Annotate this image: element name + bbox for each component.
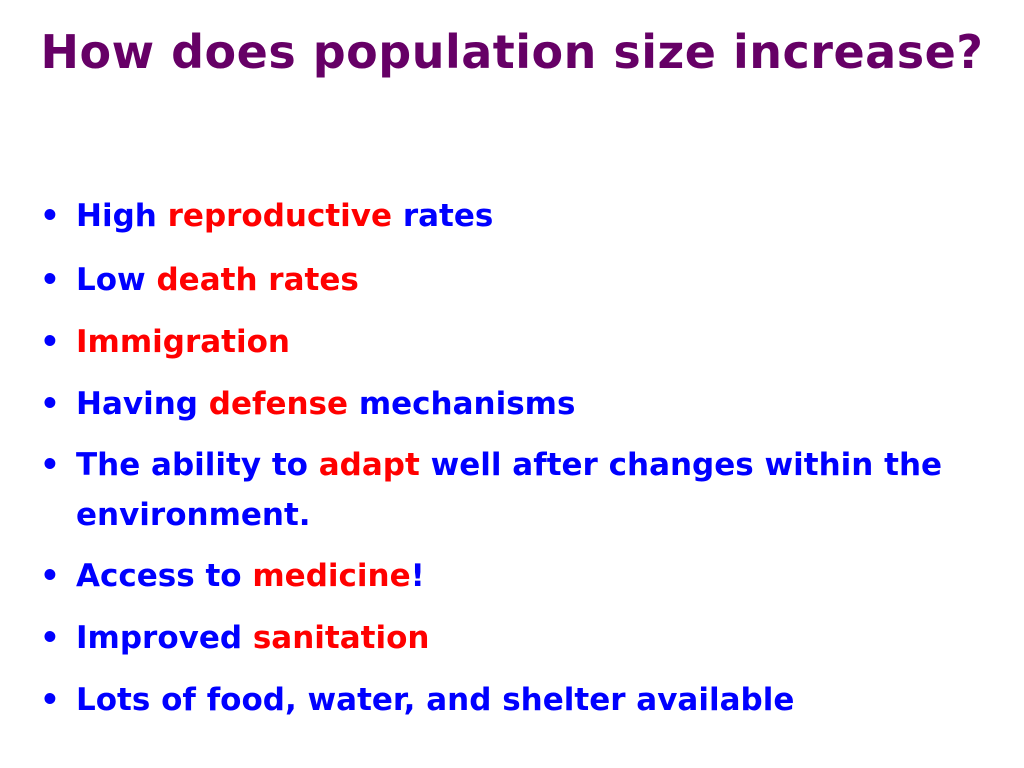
bullet-dot-icon: • — [40, 682, 60, 718]
bullet-text: ! — [410, 558, 425, 594]
bullet-highlight: defense — [208, 386, 349, 422]
bullet-text: well after changes within the environmen… — [76, 447, 943, 533]
bullet-item: • The ability to adapt well after change… — [40, 440, 1000, 540]
bullet-text: Improved — [76, 620, 253, 656]
bullet-highlight: Immigration — [76, 324, 290, 360]
bullet-highlight: reproductive — [167, 198, 393, 234]
bullet-dot-icon: • — [40, 558, 60, 594]
bullet-highlight: sanitation — [252, 620, 430, 656]
bullet-text: rates — [392, 198, 494, 234]
bullet-text: Low — [76, 262, 157, 298]
bullet-dot-icon: • — [40, 198, 60, 234]
bullet-dot-icon: • — [40, 324, 60, 360]
bullet-text: mechanisms — [348, 386, 576, 422]
bullet-list: • High reproductive rates • Low death ra… — [40, 190, 1000, 736]
slide-title: How does population size increase? — [40, 25, 984, 79]
bullet-item: • Access to medicine! — [40, 550, 1000, 602]
bullet-highlight: death rates — [156, 262, 359, 298]
bullet-text: Having — [76, 386, 209, 422]
bullet-highlight: medicine — [252, 558, 411, 594]
bullet-text: Lots of food, water, and shelter availab… — [76, 682, 795, 718]
bullet-item: • Having defense mechanisms — [40, 378, 1000, 430]
bullet-text: Access to — [76, 558, 253, 594]
bullet-item: • Lots of food, water, and shelter avail… — [40, 674, 1000, 726]
bullet-dot-icon: • — [40, 386, 60, 422]
bullet-item: • Immigration — [40, 316, 1000, 368]
bullet-item: • High reproductive rates — [40, 190, 1000, 242]
bullet-highlight: adapt — [318, 447, 420, 483]
bullet-dot-icon: • — [40, 620, 60, 656]
bullet-text: High — [76, 198, 168, 234]
bullet-item: • Low death rates — [40, 254, 1000, 306]
bullet-dot-icon: • — [40, 447, 60, 483]
bullet-dot-icon: • — [40, 262, 60, 298]
bullet-text: The ability to — [76, 447, 319, 483]
bullet-item: • Improved sanitation — [40, 612, 1000, 664]
